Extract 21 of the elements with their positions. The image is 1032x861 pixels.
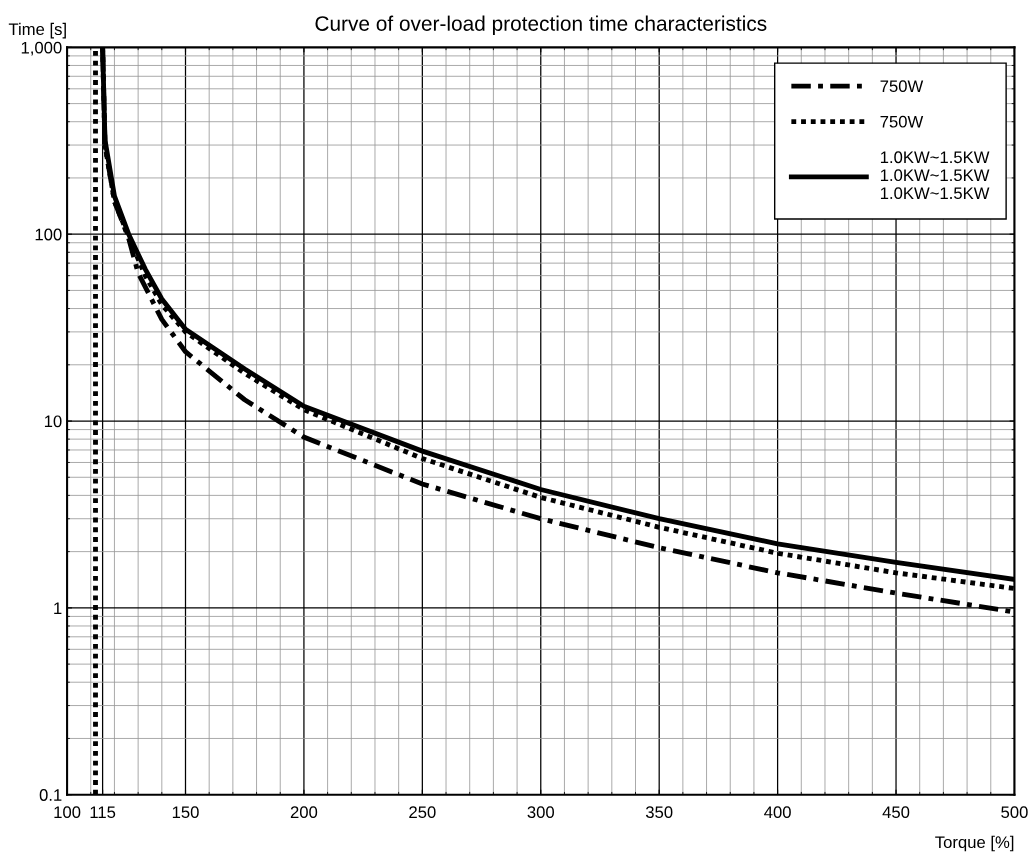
x-axis-title: Torque [%] xyxy=(935,835,1014,852)
x-tick-label: 100 xyxy=(54,806,81,819)
chart-title: Curve of over-load protection time characteristics xyxy=(315,15,767,36)
legend-label: 1.0KW~1.5KW 1.0KW~1.5KW 1.0KW~1.5KW xyxy=(880,151,990,200)
y-tick-label: 100 xyxy=(35,228,62,241)
legend-label: 750W xyxy=(880,115,924,128)
x-tick-label: 250 xyxy=(409,806,436,819)
x-tick-label: 350 xyxy=(645,806,673,819)
legend-label: 750W xyxy=(880,80,924,93)
x-tick-label: 400 xyxy=(764,806,791,819)
y-axis-title: Time [s] xyxy=(8,22,66,39)
x-tick-label: 200 xyxy=(290,806,318,819)
y-tick-label: 1,000 xyxy=(21,41,62,56)
x-tick-label: 115 xyxy=(90,806,116,819)
x-tick-label: 150 xyxy=(172,806,199,819)
x-tick-label: 300 xyxy=(527,806,555,819)
y-tick-label: 1 xyxy=(54,602,62,614)
y-tick-label: 0.1 xyxy=(39,789,62,801)
y-tick-label: 10 xyxy=(44,415,62,428)
x-tick-label: 500 xyxy=(1001,806,1028,819)
x-tick-label: 450 xyxy=(882,806,910,819)
